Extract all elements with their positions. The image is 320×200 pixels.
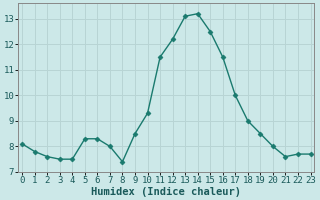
X-axis label: Humidex (Indice chaleur): Humidex (Indice chaleur) [91, 186, 241, 197]
